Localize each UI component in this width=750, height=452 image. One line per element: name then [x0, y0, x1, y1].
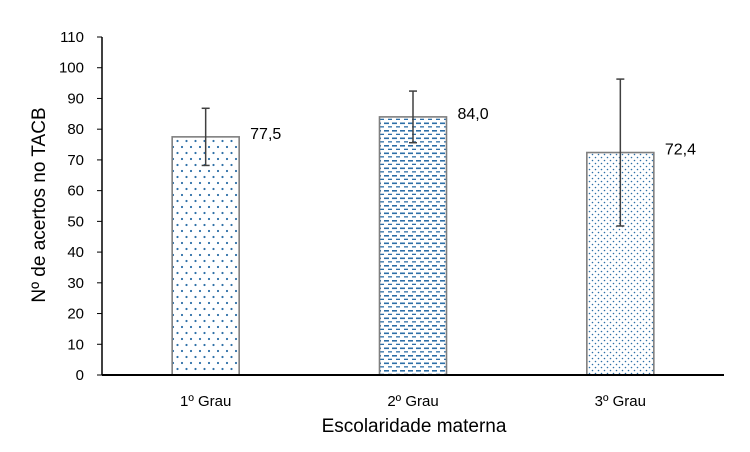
x-tick-label: 2º Grau	[387, 393, 438, 410]
x-tick-label: 1º Grau	[180, 393, 231, 410]
y-tick-label: 10	[67, 336, 84, 353]
y-axis-ticks: 0 10 20 30 40 50 60 70 80 90 100 110	[59, 29, 102, 384]
y-tick-label: 80	[67, 121, 84, 138]
data-label: 77,5	[250, 126, 281, 143]
data-label: 84,0	[458, 106, 489, 123]
y-tick-label: 50	[67, 213, 84, 230]
bar	[171, 136, 240, 376]
data-labels-layer: 77,5 84,0 72,4	[250, 106, 696, 159]
y-axis-title: Nº de acertos no TACB	[29, 107, 50, 302]
y-axis: 0 10 20 30 40 50 60 70 80 90 100 110	[59, 29, 103, 384]
y-tick-label: 0	[76, 367, 84, 384]
y-tick-label: 70	[67, 152, 84, 169]
y-tick-label: 100	[59, 60, 84, 77]
error-bars-layer	[201, 78, 625, 227]
y-tick-label: 20	[67, 306, 84, 323]
bars-layer	[171, 116, 655, 376]
x-tick-label: 3º Grau	[595, 393, 646, 410]
y-tick-label: 40	[67, 244, 84, 261]
bar	[378, 116, 448, 376]
x-axis-title: Escolaridade materna	[322, 416, 507, 437]
y-tick-label: 110	[60, 29, 84, 46]
x-axis: 1º Grau 2º Grau 3º Grau	[102, 374, 724, 410]
x-axis-labels: 1º Grau 2º Grau 3º Grau	[180, 393, 646, 410]
data-label: 72,4	[665, 142, 696, 159]
y-tick-label: 90	[67, 90, 84, 107]
y-tick-label: 60	[67, 183, 84, 200]
y-tick-label: 30	[67, 275, 84, 292]
